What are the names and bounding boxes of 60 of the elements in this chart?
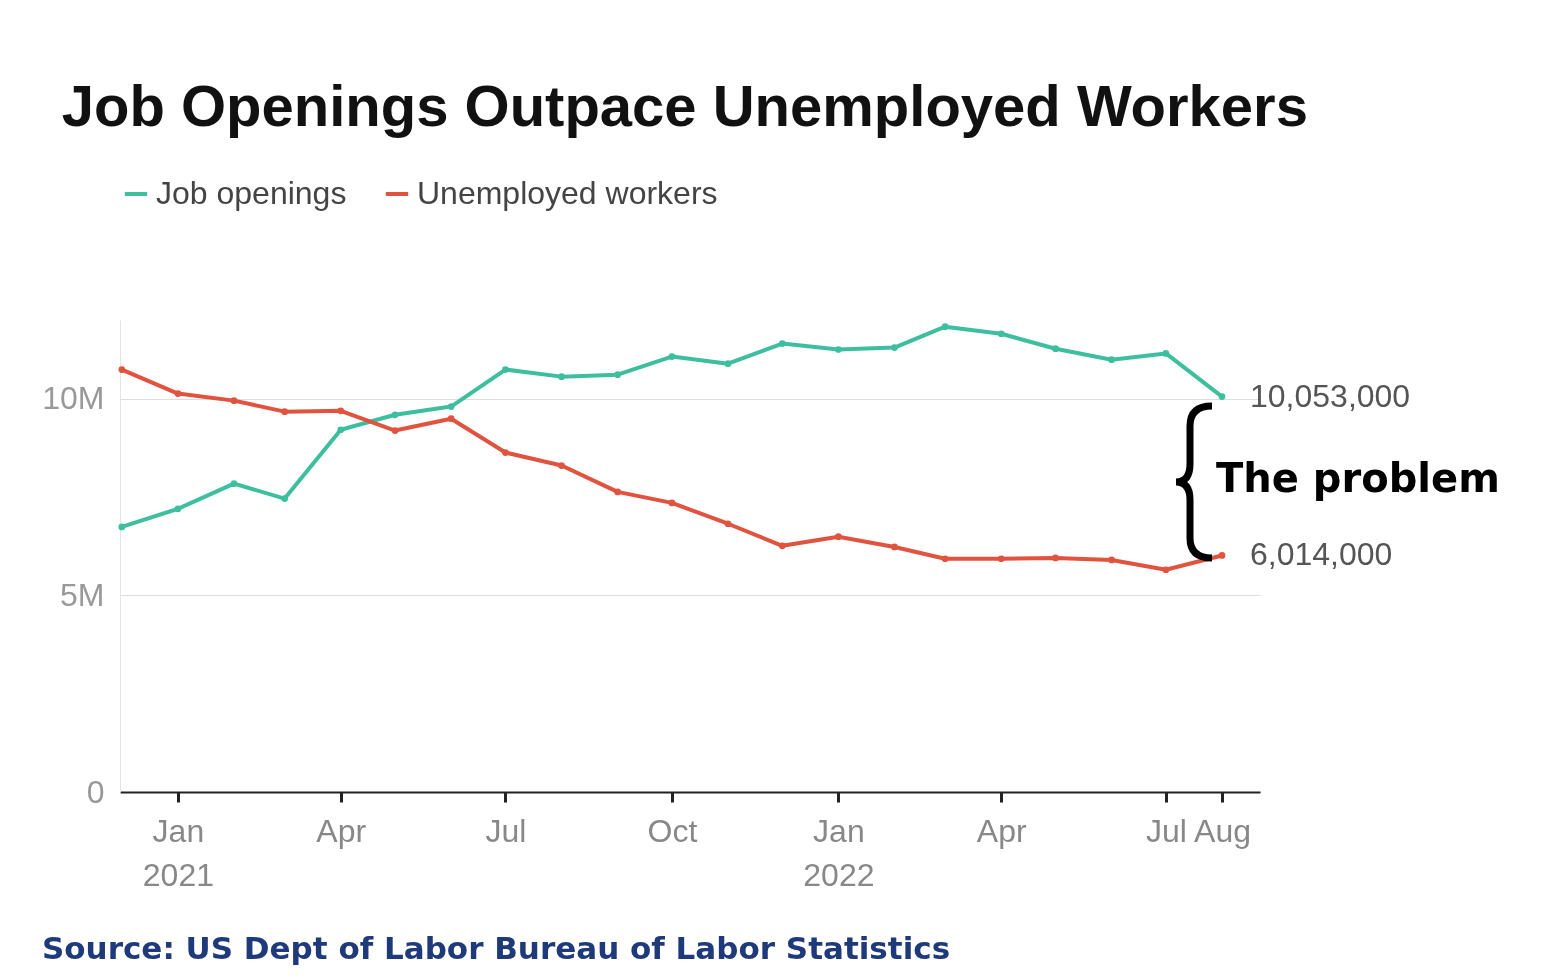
annotation: 10,053,000: [1250, 377, 1411, 414]
x-tick-label: Jul: [485, 812, 527, 849]
point: [1052, 554, 1059, 562]
point: [174, 505, 182, 513]
x-tick-label: Aug: [1194, 812, 1251, 849]
point: [778, 542, 786, 550]
point: [778, 340, 786, 347]
point: [941, 323, 949, 331]
legend-label: Unemployed workers: [417, 175, 718, 211]
x-tick-label: Jan 2022: [803, 812, 875, 893]
x-tick-label: Jul: [1145, 812, 1187, 849]
point: [997, 555, 1005, 563]
point: [724, 520, 732, 528]
point: [558, 462, 565, 469]
point: [118, 366, 126, 373]
x-tick-label: Apr: [316, 812, 367, 849]
point: [724, 360, 732, 368]
point: [1052, 345, 1059, 353]
y-tick-label: 0: [86, 773, 105, 810]
point: [558, 373, 565, 380]
point: [614, 371, 621, 379]
y-tick-label: 10M: [42, 380, 105, 417]
x-tick-label: Apr: [976, 812, 1027, 849]
point: [891, 344, 898, 351]
point: [118, 523, 126, 531]
point: [997, 330, 1005, 338]
point: [230, 397, 238, 404]
chart-title: Job Openings Outpace Unemployed Workers: [61, 73, 1308, 138]
annotation: 6,014,000: [1250, 536, 1393, 573]
x-tick-label: Jan 2021: [142, 812, 214, 893]
point: [447, 415, 455, 423]
point: [502, 366, 509, 373]
y-tick-label: 5M: [60, 576, 105, 613]
point: [281, 495, 289, 502]
point: [614, 488, 621, 496]
point: [1108, 556, 1115, 564]
x-tick-label: Oct: [647, 812, 698, 849]
point: [337, 407, 345, 415]
annotation: The problem: [1216, 455, 1500, 501]
point: [391, 411, 399, 419]
point: [1218, 552, 1226, 559]
point: [891, 543, 898, 551]
point: [1162, 350, 1170, 357]
point: [447, 403, 455, 410]
legend-label: Job openings: [156, 175, 347, 211]
point: [1162, 566, 1170, 574]
source-note: Source: US Dept of Labor Bureau of Labor Statistics: [42, 930, 951, 966]
point: [502, 449, 509, 456]
point: [835, 346, 842, 353]
point: [668, 499, 676, 507]
point: [668, 353, 676, 360]
point: [1108, 356, 1115, 364]
point: [391, 427, 399, 434]
point: [835, 533, 842, 541]
point: [1218, 393, 1226, 400]
point: [174, 390, 182, 397]
point: [281, 408, 289, 415]
point: [230, 480, 238, 487]
point: [941, 555, 949, 563]
point: [337, 426, 345, 434]
